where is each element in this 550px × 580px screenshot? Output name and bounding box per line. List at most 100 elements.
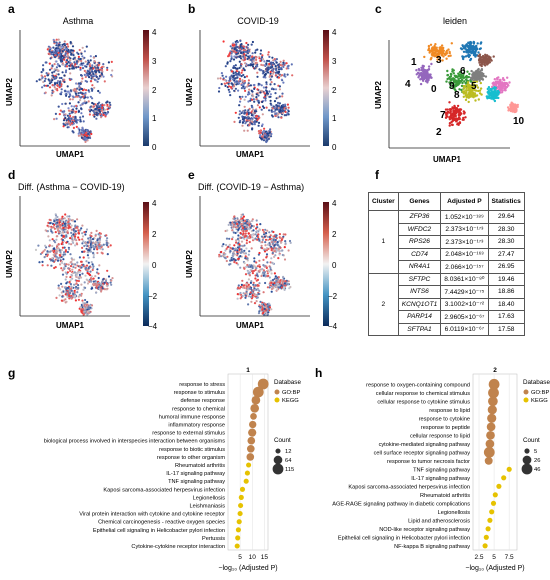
umap-cell bbox=[284, 240, 287, 243]
umap-cell bbox=[101, 73, 104, 76]
umap-cell bbox=[235, 83, 238, 86]
umap-cell bbox=[277, 247, 280, 250]
umap-cell bbox=[60, 217, 63, 220]
umap-cell bbox=[272, 59, 275, 62]
umap-cell bbox=[255, 58, 258, 62]
term-label: response to other organism bbox=[157, 455, 225, 461]
umap-cell bbox=[275, 285, 278, 288]
umap-cell bbox=[481, 78, 485, 81]
legend-swatch bbox=[274, 389, 280, 395]
umap-cell bbox=[236, 263, 240, 266]
umap-cell bbox=[244, 62, 247, 65]
umap-cell bbox=[97, 69, 100, 72]
umap-cell bbox=[53, 247, 56, 250]
umap-cell bbox=[220, 83, 223, 86]
umap-cell bbox=[507, 107, 511, 111]
umap-cell bbox=[65, 234, 68, 237]
umap-cell bbox=[252, 229, 255, 232]
umap-cell bbox=[66, 215, 69, 218]
col-header-cluster: Cluster bbox=[368, 192, 399, 211]
adjusted-p-cell: 2.373×10⁻¹⁷³ bbox=[440, 235, 489, 249]
umap-cell bbox=[241, 222, 244, 225]
umap-cell bbox=[99, 232, 102, 235]
umap-cell bbox=[76, 87, 79, 90]
umap-cell bbox=[66, 57, 69, 60]
umap-cell bbox=[85, 307, 88, 310]
umap-cell bbox=[87, 132, 90, 136]
umap-cell bbox=[450, 120, 453, 124]
umap-cell bbox=[232, 231, 235, 234]
umap-cell bbox=[60, 234, 63, 237]
umap-cell bbox=[255, 261, 258, 264]
umap-cell bbox=[90, 304, 94, 307]
umap-cell bbox=[232, 58, 236, 61]
umap-cell bbox=[256, 48, 259, 51]
umap-cell bbox=[71, 258, 74, 261]
umap-cell bbox=[460, 48, 464, 51]
umap-cell bbox=[68, 215, 71, 218]
umap-cell bbox=[456, 104, 460, 108]
adjusted-p-cell: 1.052×10⁻¹⁸⁹ bbox=[440, 210, 489, 224]
umap-cell bbox=[65, 288, 68, 291]
umap-cell bbox=[63, 40, 66, 43]
umap-cell bbox=[59, 109, 62, 112]
umap-cell bbox=[78, 276, 81, 279]
umap-cell bbox=[239, 236, 242, 239]
umap-cell bbox=[68, 121, 71, 124]
umap-cell bbox=[282, 276, 285, 279]
umap-cell bbox=[504, 89, 507, 92]
umap-cell bbox=[491, 85, 494, 89]
umap-cell bbox=[83, 231, 86, 234]
umap-cell bbox=[43, 75, 47, 78]
umap-cell bbox=[252, 98, 255, 101]
panel-label-e: e bbox=[188, 168, 195, 182]
colorbar-tick: 2 bbox=[152, 230, 157, 239]
umap-cell bbox=[231, 247, 234, 250]
umap-cell bbox=[75, 104, 78, 107]
umap-cell bbox=[85, 260, 88, 263]
umap-cell bbox=[61, 231, 65, 234]
umap-cell bbox=[80, 80, 83, 83]
umap-cell bbox=[89, 238, 92, 241]
cluster-labels: 1 3 6 4 0 9 5 8 7 2 10 bbox=[405, 55, 525, 138]
umap-cell bbox=[54, 255, 57, 258]
umap-cell bbox=[268, 244, 271, 247]
umap-cell bbox=[493, 96, 496, 99]
umap-cell bbox=[97, 105, 100, 108]
umap-cell bbox=[73, 289, 76, 292]
umap-cell bbox=[269, 72, 272, 75]
umap-cell bbox=[243, 69, 246, 72]
umap-cell bbox=[480, 68, 484, 71]
umap-cell bbox=[239, 297, 242, 300]
umap-cell bbox=[251, 219, 254, 223]
umap-cell bbox=[284, 242, 287, 245]
umap-cell bbox=[231, 238, 234, 241]
umap-cell bbox=[259, 137, 263, 140]
umap-cell bbox=[63, 251, 66, 254]
gene-cell: SFTPC bbox=[397, 272, 442, 286]
umap-cell bbox=[267, 53, 270, 56]
umap-cell bbox=[251, 266, 254, 270]
umap-cell bbox=[465, 76, 469, 79]
umap-cell bbox=[428, 51, 431, 54]
umap-cell bbox=[98, 101, 101, 104]
umap-cell bbox=[250, 89, 253, 92]
colorbar-tick: −2 bbox=[328, 292, 338, 301]
umap-cell bbox=[250, 247, 253, 250]
umap-cell bbox=[87, 74, 90, 77]
umap-cell bbox=[253, 83, 256, 87]
umap-cell bbox=[431, 54, 434, 57]
umap-cell bbox=[268, 238, 272, 241]
umap-cell bbox=[69, 41, 72, 44]
umap-cell bbox=[270, 239, 273, 242]
umap-cell bbox=[469, 41, 473, 45]
term-label: Leishmaniasis bbox=[190, 503, 226, 509]
umap-cell bbox=[247, 55, 250, 58]
umap-cell bbox=[262, 269, 266, 272]
umap-cell bbox=[106, 108, 109, 111]
umap-cell bbox=[62, 119, 66, 122]
umap-cell bbox=[67, 248, 71, 251]
umap-cell bbox=[85, 131, 88, 134]
umap-cell bbox=[68, 102, 71, 105]
umap-cell bbox=[35, 80, 38, 83]
